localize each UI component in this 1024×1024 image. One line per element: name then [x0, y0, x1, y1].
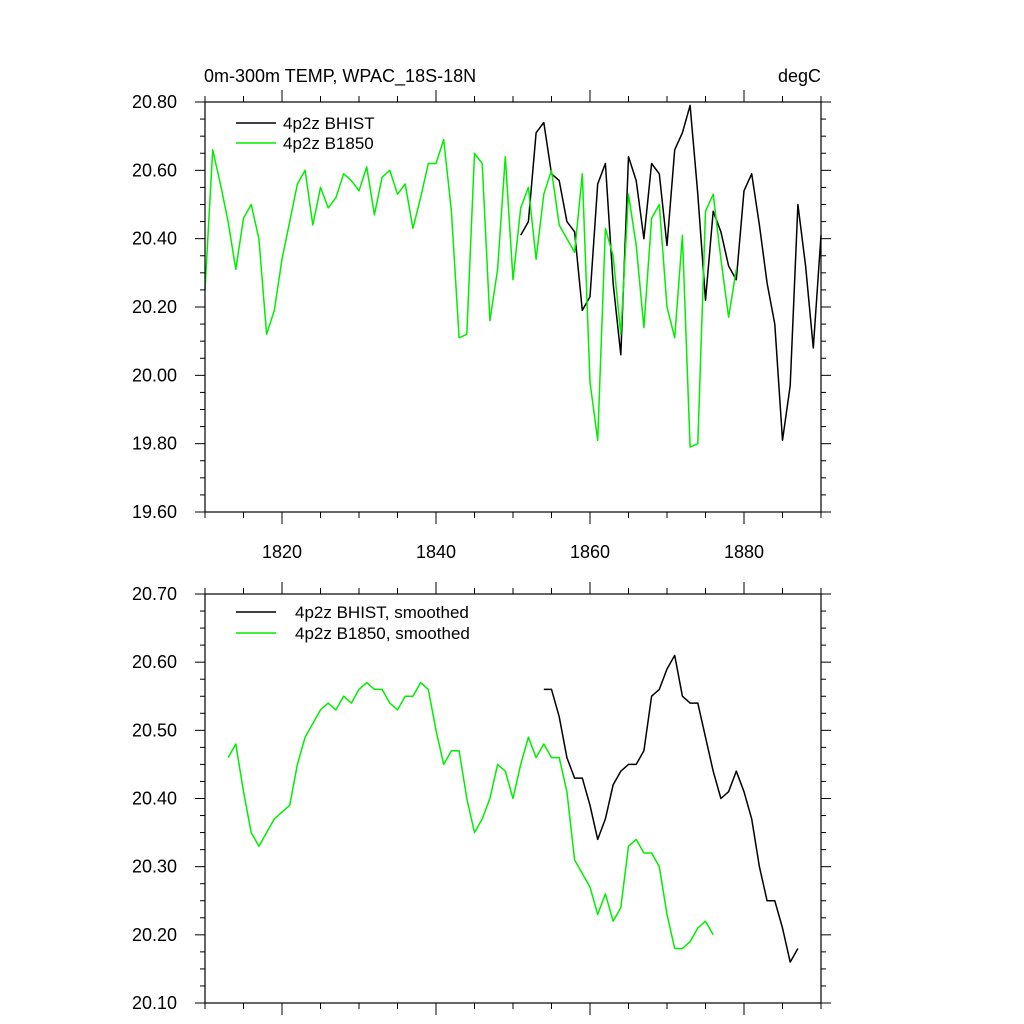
bottom-y-tick-label: 20.70 [132, 584, 177, 604]
bottom-legend: 4p2z BHIST, smoothed 4p2z B1850, smoothe… [236, 603, 470, 643]
bottom-y-tick-label: 20.60 [132, 652, 177, 672]
top-panel: 0m-300m TEMP, WPAC_18S-18N degC 19.6019.… [132, 66, 831, 562]
bottom-panel: 20.10 20.20 20.30 20.40 20.50 20.60 20.70 4p2z… [132, 582, 831, 1015]
bottom-series-line-b1850 [227, 681, 714, 950]
top-x-tick-label: 1840 [416, 542, 456, 562]
top-legend-label-bhist: 4p2z BHIST [283, 114, 375, 133]
top-y-tick-label: 20.80 [132, 92, 177, 112]
top-y-tick-label: 20.00 [132, 365, 177, 385]
bottom-tick-layer: 20.10 20.20 20.30 20.40 20.50 20.60 20.70 [132, 582, 831, 1015]
top-y-tick-label: 20.20 [132, 297, 177, 317]
top-x-tick-label: 1820 [262, 542, 302, 562]
top-legend: 4p2z BHIST 4p2z B1850 [236, 114, 375, 153]
bottom-series-line-bhist [543, 654, 799, 963]
bottom-legend-label-b1850: 4p2z B1850, smoothed [295, 624, 470, 643]
bottom-legend-label-bhist: 4p2z BHIST, smoothed [295, 603, 469, 622]
top-panel-units: degC [778, 66, 821, 86]
bottom-series-layer [227, 654, 799, 963]
bottom-plot-frame [204, 593, 822, 1004]
top-tick-layer: 19.60 19.80 20.00 20.20 20.40 20.60 20.80 1820 1… [132, 90, 831, 562]
top-y-tick-label: 19.60 [132, 502, 177, 522]
bottom-y-tick-label: 20.10 [132, 993, 177, 1013]
top-y-tick-label: 19.80 [132, 434, 177, 454]
bottom-y-tick-label: 20.20 [132, 925, 177, 945]
bottom-y-tick-label: 20.50 [132, 720, 177, 740]
top-legend-label-b1850: 4p2z B1850 [283, 134, 374, 153]
top-series-layer [204, 104, 822, 448]
top-x-tick-label: 1860 [570, 542, 610, 562]
top-x-tick-label: 1880 [724, 542, 764, 562]
bottom-y-tick-label: 20.30 [132, 857, 177, 877]
top-y-tick-label: 20.60 [132, 160, 177, 180]
top-series-line-bhist [520, 104, 822, 442]
top-series-line-b1850 [204, 138, 738, 448]
top-plot-frame [204, 101, 822, 513]
bottom-y-tick-label: 20.40 [132, 789, 177, 809]
top-y-tick-label: 20.40 [132, 229, 177, 249]
top-panel-title: 0m-300m TEMP, WPAC_18S-18N [204, 66, 476, 87]
